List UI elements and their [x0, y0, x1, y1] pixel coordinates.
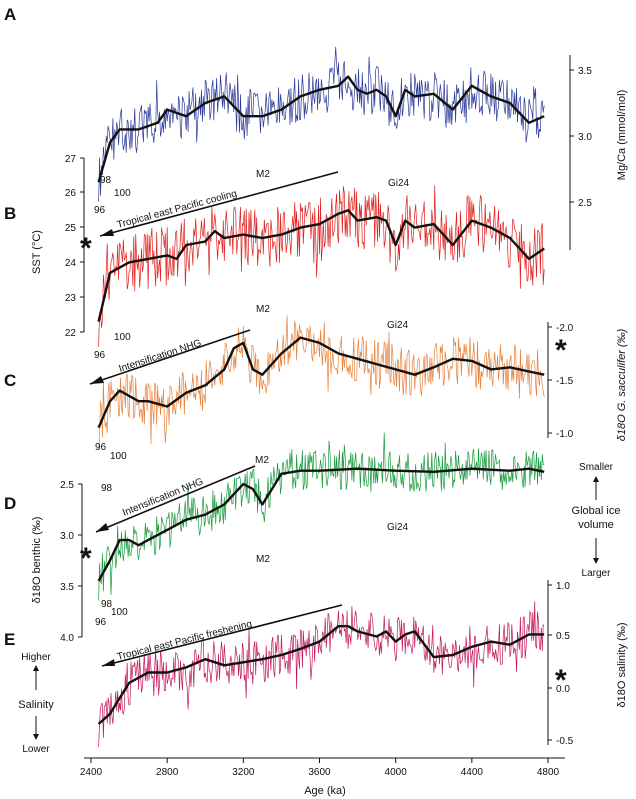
mgca-axis-label: Mg/Ca (mmol/mol) — [616, 90, 628, 180]
annotation-100-c: 100 — [110, 451, 127, 462]
salinity-tick: 1.0 — [556, 581, 570, 592]
panel-label-a: A — [4, 5, 16, 24]
sst-axis: 27 26 25 24 23 22 SST (°C) — [31, 154, 85, 339]
sacculifer-tick: -1.5 — [556, 376, 574, 387]
salinity-tick: -0.5 — [556, 736, 574, 747]
panel-label-c: C — [4, 371, 16, 390]
x-axis: 2400 2800 3200 3600 4000 4400 4800 Age (ka) — [80, 757, 565, 797]
benthic-axis: 2.5 3.0 3.5 4.0 δ18O benthic (‰) — [31, 480, 83, 644]
mgca-tick: 3.0 — [578, 132, 592, 143]
panel-label-b: B — [4, 204, 16, 223]
smoothed-curves — [97, 75, 545, 725]
annotation-gi24-a: Gi24 — [388, 178, 410, 189]
raw-trace-panel-c — [98, 315, 545, 450]
annotation-98-d: 98 — [101, 599, 113, 610]
ice-volume-title-line1: Global ice — [572, 505, 621, 517]
smoothed-curve-panel-c — [97, 336, 545, 429]
salinity-axis: 1.0 0.5 0.0 -0.5 δ18O salinity (‰) — [547, 580, 628, 747]
arrow-label-freshening: Tropical east Pacific freshening — [116, 619, 253, 663]
panel-label-e: E — [4, 630, 15, 649]
panel-label-d: D — [4, 494, 16, 513]
annotation-gi24-d: Gi24 — [387, 522, 409, 533]
annotation-m2-b: M2 — [256, 304, 270, 315]
annotation-98-c: 98 — [101, 483, 113, 494]
annotation-96-d: 96 — [95, 617, 107, 628]
annotation-96-c: 96 — [95, 442, 107, 453]
benthic-tick: 3.0 — [60, 531, 74, 542]
ice-volume-indicator: Smaller Global ice volume Larger — [572, 462, 621, 579]
raw-trace-panel-e — [98, 601, 545, 748]
asterisk-b: * — [80, 232, 92, 265]
annotation-m2-d: M2 — [255, 455, 269, 466]
sacculifer-tick: -1.0 — [556, 429, 574, 440]
x-tick-label: 2800 — [156, 767, 179, 778]
mgca-axis: 3.5 3.0 2.5 Mg/Ca (mmol/mol) — [569, 55, 628, 250]
ice-volume-title-line2: volume — [578, 519, 613, 531]
ice-volume-larger: Larger — [582, 568, 612, 579]
sacculifer-axis: -2.0 -1.5 -1.0 δ18O G. sacculifer (‰) — [547, 322, 628, 441]
sst-tick: 26 — [65, 188, 77, 199]
mgca-tick: 2.5 — [578, 198, 592, 209]
sacculifer-tick: -2.0 — [556, 323, 574, 334]
raw-trace-panel-a — [98, 46, 545, 202]
annotation-100-d: 100 — [111, 607, 128, 618]
benthic-axis-label: δ18O benthic (‰) — [31, 517, 43, 604]
asterisk-d: * — [80, 542, 92, 575]
x-tick-label: 4800 — [537, 767, 560, 778]
x-tick-label: 4400 — [461, 767, 484, 778]
annotation-98: 98 — [100, 175, 112, 186]
benthic-tick: 4.0 — [60, 633, 74, 644]
smoothed-curve-panel-a — [97, 75, 545, 183]
sst-tick: 27 — [65, 154, 77, 165]
arrow-label-cooling: Tropical east Pacific cooling — [116, 188, 238, 231]
event-annotations: 98 100 96 M2 Gi24 M2 Gi24 100 96 96 100 … — [94, 169, 410, 628]
x-tick-label: 3200 — [232, 767, 255, 778]
smoothed-curve-panel-d — [97, 467, 545, 582]
salinity-tick: 0.0 — [556, 684, 570, 695]
annotation-m2-a: M2 — [256, 169, 270, 180]
x-axis-label: Age (ka) — [304, 785, 346, 797]
annotation-100-b: 100 — [114, 332, 131, 343]
ice-volume-smaller: Smaller — [579, 462, 614, 473]
annotation-m2-d2: M2 — [256, 554, 270, 565]
mgca-tick: 3.5 — [578, 66, 592, 77]
raw-trace-panel-b — [98, 185, 545, 347]
sst-tick: 25 — [65, 223, 77, 234]
salinity-higher: Higher — [21, 652, 51, 663]
salinity-indicator: Higher Salinity Lower — [18, 652, 54, 755]
benthic-tick: 2.5 — [60, 480, 74, 491]
sst-tick: 22 — [65, 328, 77, 339]
sst-axis-label: SST (°C) — [31, 230, 43, 274]
raw-trace-panel-d — [98, 432, 545, 601]
asterisk-c: * — [555, 334, 567, 367]
salinity-title: Salinity — [18, 699, 54, 711]
sacculifer-axis-label: δ18O G. sacculifer (‰) — [616, 328, 628, 441]
salinity-tick: 0.5 — [556, 631, 570, 642]
arrow-label-nhg-c: Intensification NHG — [118, 338, 204, 375]
salinity-lower: Lower — [22, 744, 50, 755]
x-tick-label: 2400 — [80, 767, 103, 778]
smoothed-curve-panel-b — [97, 209, 545, 322]
smoothed-curve-panel-e — [97, 625, 545, 725]
annotation-96-b: 96 — [94, 350, 106, 361]
asterisk-e: * — [555, 664, 567, 697]
sst-tick: 23 — [65, 293, 77, 304]
annotation-96: 96 — [94, 205, 106, 216]
benthic-tick: 3.5 — [60, 582, 74, 593]
annotation-gi24-b: Gi24 — [387, 320, 409, 331]
x-tick-label: 3600 — [308, 767, 331, 778]
annotation-100: 100 — [114, 188, 131, 199]
x-tick-label: 4000 — [385, 767, 408, 778]
sst-tick: 24 — [65, 258, 77, 269]
trend-arrows: Tropical east Pacific cooling Intensific… — [89, 171, 343, 667]
salinity-axis-label: δ18O salinity (‰) — [616, 623, 628, 708]
